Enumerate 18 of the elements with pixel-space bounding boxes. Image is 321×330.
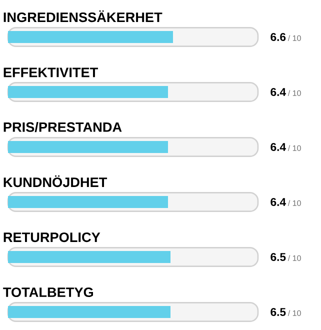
data-label: 6.5 <box>270 253 286 262</box>
text: / 10 <box>288 310 301 316</box>
data-label: 6.6 <box>270 33 286 42</box>
text: / 10 <box>288 35 301 41</box>
data-label: 6.4 <box>270 198 286 206</box>
y-tick-label: TOTALBETYG <box>3 287 93 298</box>
text: / 10 <box>288 145 301 151</box>
text: / 10 <box>288 255 301 261</box>
data-label: 6.4 <box>270 143 286 152</box>
data-label: 6.5 <box>270 308 286 316</box>
text: / 10 <box>288 200 301 206</box>
data-label: 6.4 <box>270 88 286 96</box>
y-tick-label: KUNDNÖJDHET <box>4 175 108 188</box>
y-tick-label: INGREDIENSSÄKERHET <box>4 10 162 22</box>
y-tick-label: RETURPOLICY <box>4 232 100 242</box>
y-tick-label: EFFEKTIVITET <box>4 68 98 78</box>
text: / 10 <box>288 90 301 96</box>
y-tick-label: PRIS/PRESTANDA <box>4 122 122 132</box>
